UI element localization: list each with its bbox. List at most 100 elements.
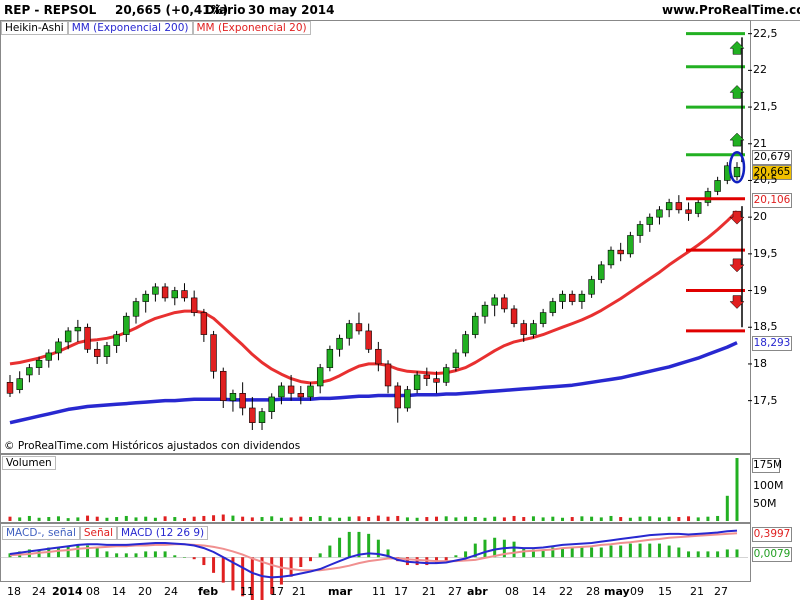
- volume-bar: [289, 517, 293, 521]
- macd-histogram-bar: [716, 551, 720, 558]
- macd-title-1[interactable]: MACD-, señal: [2, 526, 80, 540]
- macd-histogram-bar: [182, 557, 186, 558]
- y-tick-label: 20,5: [753, 173, 778, 187]
- volume-bar: [47, 517, 51, 521]
- volume-bar: [95, 516, 99, 521]
- candle-up: [171, 290, 178, 299]
- volume-bar: [619, 517, 623, 521]
- macd-histogram-bar: [318, 553, 322, 558]
- macd-histogram-bar: [667, 545, 671, 558]
- candle-up: [316, 367, 324, 387]
- macd-histogram-bar: [357, 531, 361, 558]
- volume-bar: [115, 517, 119, 521]
- volume-bar: [483, 517, 487, 521]
- x-tick-label: 08: [86, 585, 100, 598]
- x-tick-label: 28: [586, 585, 600, 598]
- macd-histogram-bar: [328, 545, 332, 558]
- tag-close: 20,665: [752, 165, 792, 180]
- volume-bar: [279, 517, 283, 521]
- macd-histogram-bar: [599, 547, 603, 558]
- volume-max-tag: 175M: [752, 458, 783, 473]
- macd-title-2[interactable]: Señal: [79, 526, 118, 540]
- macd-histogram-bar: [260, 557, 264, 600]
- candle-down: [287, 385, 295, 394]
- tag-ema20: 20,106: [752, 193, 792, 208]
- candle-up: [588, 279, 595, 295]
- macd-histogram-bar: [192, 557, 196, 560]
- candle-down: [384, 363, 392, 387]
- x-tick-label: 20: [138, 585, 152, 598]
- volume-bar: [425, 517, 429, 521]
- candle-down: [190, 297, 198, 313]
- candle-up: [462, 334, 469, 354]
- volume-bar: [338, 517, 342, 521]
- candle-up: [607, 249, 615, 266]
- volume-bar: [551, 516, 555, 521]
- macd-line: [9, 529, 738, 579]
- volume-tick-50m: 50M: [753, 497, 777, 510]
- y-tick-label: 17,5: [753, 393, 778, 407]
- volume-bar: [599, 517, 603, 521]
- macd-histogram-bar: [202, 557, 206, 566]
- candle-down: [569, 293, 576, 302]
- candle-up: [142, 293, 149, 302]
- volume-bar: [308, 517, 312, 521]
- macd-title-3[interactable]: MACD (12 26 9): [117, 526, 209, 540]
- volume-bar: [396, 515, 400, 521]
- legend-ema200[interactable]: MM (Exponencial 200): [67, 21, 193, 35]
- candle-down: [423, 374, 431, 379]
- candle-up: [627, 235, 634, 255]
- volume-bar: [212, 515, 216, 521]
- tag-last: 20,679: [752, 150, 792, 165]
- copyright-note: © ProRealTime.com Históricos ajustados c…: [4, 440, 301, 452]
- legend-heikin-ashi[interactable]: Heikin-Ashi: [1, 21, 68, 35]
- volume-bar: [454, 517, 458, 521]
- macd-histogram-bar: [367, 533, 371, 558]
- volume-bar: [367, 517, 371, 521]
- volume-bar: [8, 516, 12, 521]
- volume-bar: [667, 516, 671, 521]
- macd-histogram-bar: [115, 553, 119, 558]
- volume-bar: [250, 517, 254, 521]
- macd-histogram-bar: [619, 545, 623, 558]
- ticker-label: REP - REPSOL: [4, 3, 97, 17]
- volume-bar: [561, 517, 565, 521]
- x-tick-label: 21: [422, 585, 436, 598]
- macd-histogram-bar: [173, 555, 177, 558]
- volume-bar: [37, 517, 41, 521]
- candle-down: [297, 393, 305, 398]
- x-tick-label: 15: [658, 585, 672, 598]
- candle-down: [6, 381, 14, 394]
- volume-bar: [716, 515, 720, 521]
- volume-bar: [435, 516, 439, 521]
- quote-label: 20,665 (+0,41%): [115, 3, 229, 17]
- candle-up: [714, 180, 721, 192]
- macd-histogram-bar: [473, 543, 477, 558]
- volume-bar: [124, 515, 128, 521]
- macd-histogram-bar: [163, 551, 167, 558]
- candle-up: [35, 359, 43, 368]
- macd-histogram-bar: [609, 545, 613, 558]
- candle-up: [646, 216, 653, 225]
- volume-bar: [299, 516, 303, 521]
- macd-histogram-bar: [134, 553, 138, 558]
- y-tick-label: 22,5: [753, 26, 778, 40]
- macd-histogram-bar: [677, 547, 681, 558]
- volume-title[interactable]: Volumen: [2, 456, 56, 470]
- candle-up: [307, 385, 314, 398]
- macd-histogram-bar: [464, 551, 468, 558]
- macd-histogram-bar: [628, 543, 632, 558]
- macd-histogram-bar: [551, 547, 555, 558]
- macd-histogram-bar: [221, 557, 225, 583]
- candle-down: [675, 202, 683, 211]
- volume-bar: [696, 517, 700, 521]
- macd-histogram-bar: [648, 543, 652, 558]
- volume-bar: [357, 516, 361, 521]
- x-tick-label: 14: [532, 585, 546, 598]
- macd-legend: MACD-, señal Señal MACD (12 26 9): [2, 526, 209, 540]
- highlight-ellipse-icon: [728, 150, 746, 184]
- macd-histogram-bar: [250, 557, 254, 600]
- legend-ema20[interactable]: MM (Exponencial 20): [192, 21, 311, 35]
- candle-up: [74, 326, 82, 332]
- volume-bar: [706, 516, 710, 521]
